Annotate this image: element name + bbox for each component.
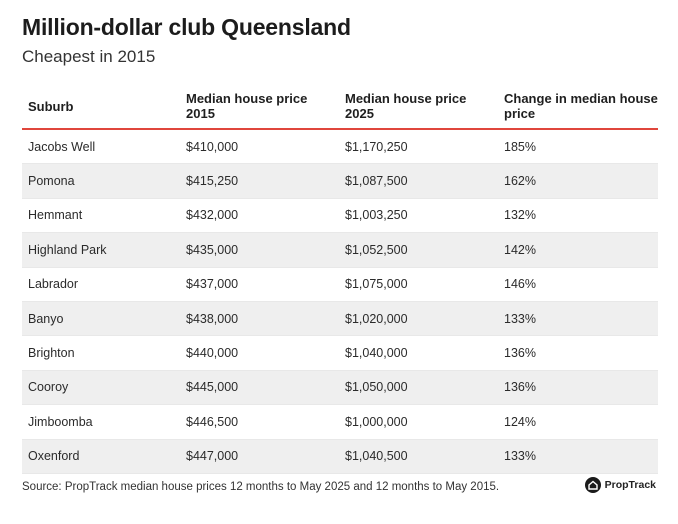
cell-suburb: Cooroy xyxy=(28,380,69,395)
proptrack-logo: PropTrack xyxy=(584,477,656,493)
cell-price-2025: $1,052,500 xyxy=(345,242,408,257)
table-row: Brighton $440,000 $1,040,000 136% xyxy=(22,336,658,371)
column-header-price-2015: Median house price 2015 xyxy=(186,91,308,121)
cell-suburb: Brighton xyxy=(28,346,75,361)
logo-text: PropTrack xyxy=(604,479,656,491)
table-header: Suburb Median house price 2015 Median ho… xyxy=(22,84,658,130)
table-row: Jacobs Well $410,000 $1,170,250 185% xyxy=(22,130,658,165)
cell-change: 124% xyxy=(504,414,536,429)
cell-price-2025: $1,020,000 xyxy=(345,311,408,326)
cell-price-2025: $1,003,250 xyxy=(345,208,408,223)
cell-suburb: Banyo xyxy=(28,311,64,326)
table-row: Cooroy $445,000 $1,050,000 136% xyxy=(22,370,658,406)
cell-suburb: Jacobs Well xyxy=(28,139,96,154)
cell-price-2015: $432,000 xyxy=(186,208,239,223)
table-row: Labrador $437,000 $1,075,000 146% xyxy=(22,268,658,302)
cell-change: 185% xyxy=(504,139,536,154)
cell-price-2025: $1,170,250 xyxy=(345,139,408,154)
cell-price-2025: $1,087,500 xyxy=(345,174,408,189)
source-note: Source: PropTrack median house prices 12… xyxy=(22,481,500,493)
table-row: Banyo $438,000 $1,020,000 133% xyxy=(22,301,658,337)
cell-price-2025: $1,040,500 xyxy=(345,449,408,464)
cell-suburb: Jimboomba xyxy=(28,414,93,429)
table-row: Jimboomba $446,500 $1,000,000 124% xyxy=(22,405,658,440)
cell-change: 133% xyxy=(504,449,536,464)
cell-price-2015: $438,000 xyxy=(186,311,239,326)
cell-suburb: Hemmant xyxy=(28,208,83,223)
table-row: Highland Park $435,000 $1,052,500 142% xyxy=(22,233,658,268)
cell-change: 142% xyxy=(504,242,536,257)
table-row: Oxenford $447,000 $1,040,500 133% xyxy=(22,439,658,474)
cell-price-2015: $415,250 xyxy=(186,174,239,189)
table-body: Jacobs Well $410,000 $1,170,250 185% Pomona $… xyxy=(22,130,658,474)
cell-price-2025: $1,050,000 xyxy=(345,380,408,395)
cell-price-2015: $446,500 xyxy=(186,414,239,429)
table-row: Hemmant $432,000 $1,003,250 132% xyxy=(22,199,658,234)
cell-price-2015: $410,000 xyxy=(186,139,239,154)
cell-price-2015: $445,000 xyxy=(186,380,239,395)
cell-change: 132% xyxy=(504,208,536,223)
cell-change: 162% xyxy=(504,174,536,189)
cell-suburb: Labrador xyxy=(28,277,79,292)
data-table: Suburb Median house price 2015 Median ho… xyxy=(22,84,658,474)
cell-change: 146% xyxy=(504,277,536,292)
cell-price-2015: $435,000 xyxy=(186,242,239,257)
cell-change: 136% xyxy=(504,380,536,395)
cell-price-2015: $440,000 xyxy=(186,346,239,361)
cell-price-2015: $437,000 xyxy=(186,277,239,292)
cell-price-2015: $447,000 xyxy=(186,449,239,464)
column-header-change: Change in median house price xyxy=(504,91,658,121)
cell-price-2025: $1,000,000 xyxy=(345,414,408,429)
chart-title: Million-dollar club Queensland xyxy=(22,14,351,40)
column-header-price-2025: Median house price 2025 xyxy=(345,91,467,121)
cell-suburb: Oxenford xyxy=(28,449,80,464)
cell-change: 133% xyxy=(504,311,536,326)
cell-suburb: Highland Park xyxy=(28,242,107,257)
cell-price-2025: $1,040,000 xyxy=(345,346,408,361)
house-icon xyxy=(584,477,601,493)
cell-price-2025: $1,075,000 xyxy=(345,277,408,292)
cell-change: 136% xyxy=(504,346,536,361)
chart-subtitle: Cheapest in 2015 xyxy=(22,47,156,66)
table-row: Pomona $415,250 $1,087,500 162% xyxy=(22,164,658,199)
cell-suburb: Pomona xyxy=(28,174,75,189)
column-header-suburb: Suburb xyxy=(28,98,74,114)
